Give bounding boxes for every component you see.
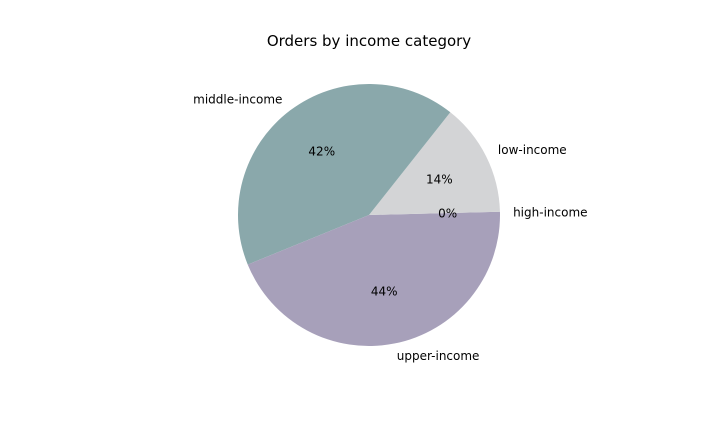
category-label-middle-income: middle-income — [193, 92, 282, 106]
category-label-upper-income: upper-income — [397, 349, 480, 363]
pie-slices — [238, 83, 500, 346]
category-label-high-income: high-income — [513, 206, 587, 220]
pie-slice-upper-income — [247, 215, 500, 346]
percent-label-high-income: 0% — [438, 207, 457, 221]
pie-labels: high-income 0% low-income 14% middle-income 4… — [193, 92, 587, 363]
percent-label-middle-income: 42% — [308, 145, 335, 159]
chart-title: Orders by income category — [267, 32, 471, 50]
category-label-low-income: low-income — [498, 143, 567, 157]
pie-slice-low-income — [369, 112, 500, 215]
pie-slice-middle-income — [238, 83, 451, 265]
percent-label-upper-income: 44% — [371, 285, 398, 299]
percent-label-low-income: 14% — [426, 172, 453, 186]
pie-slice-high-income — [369, 211, 500, 215]
